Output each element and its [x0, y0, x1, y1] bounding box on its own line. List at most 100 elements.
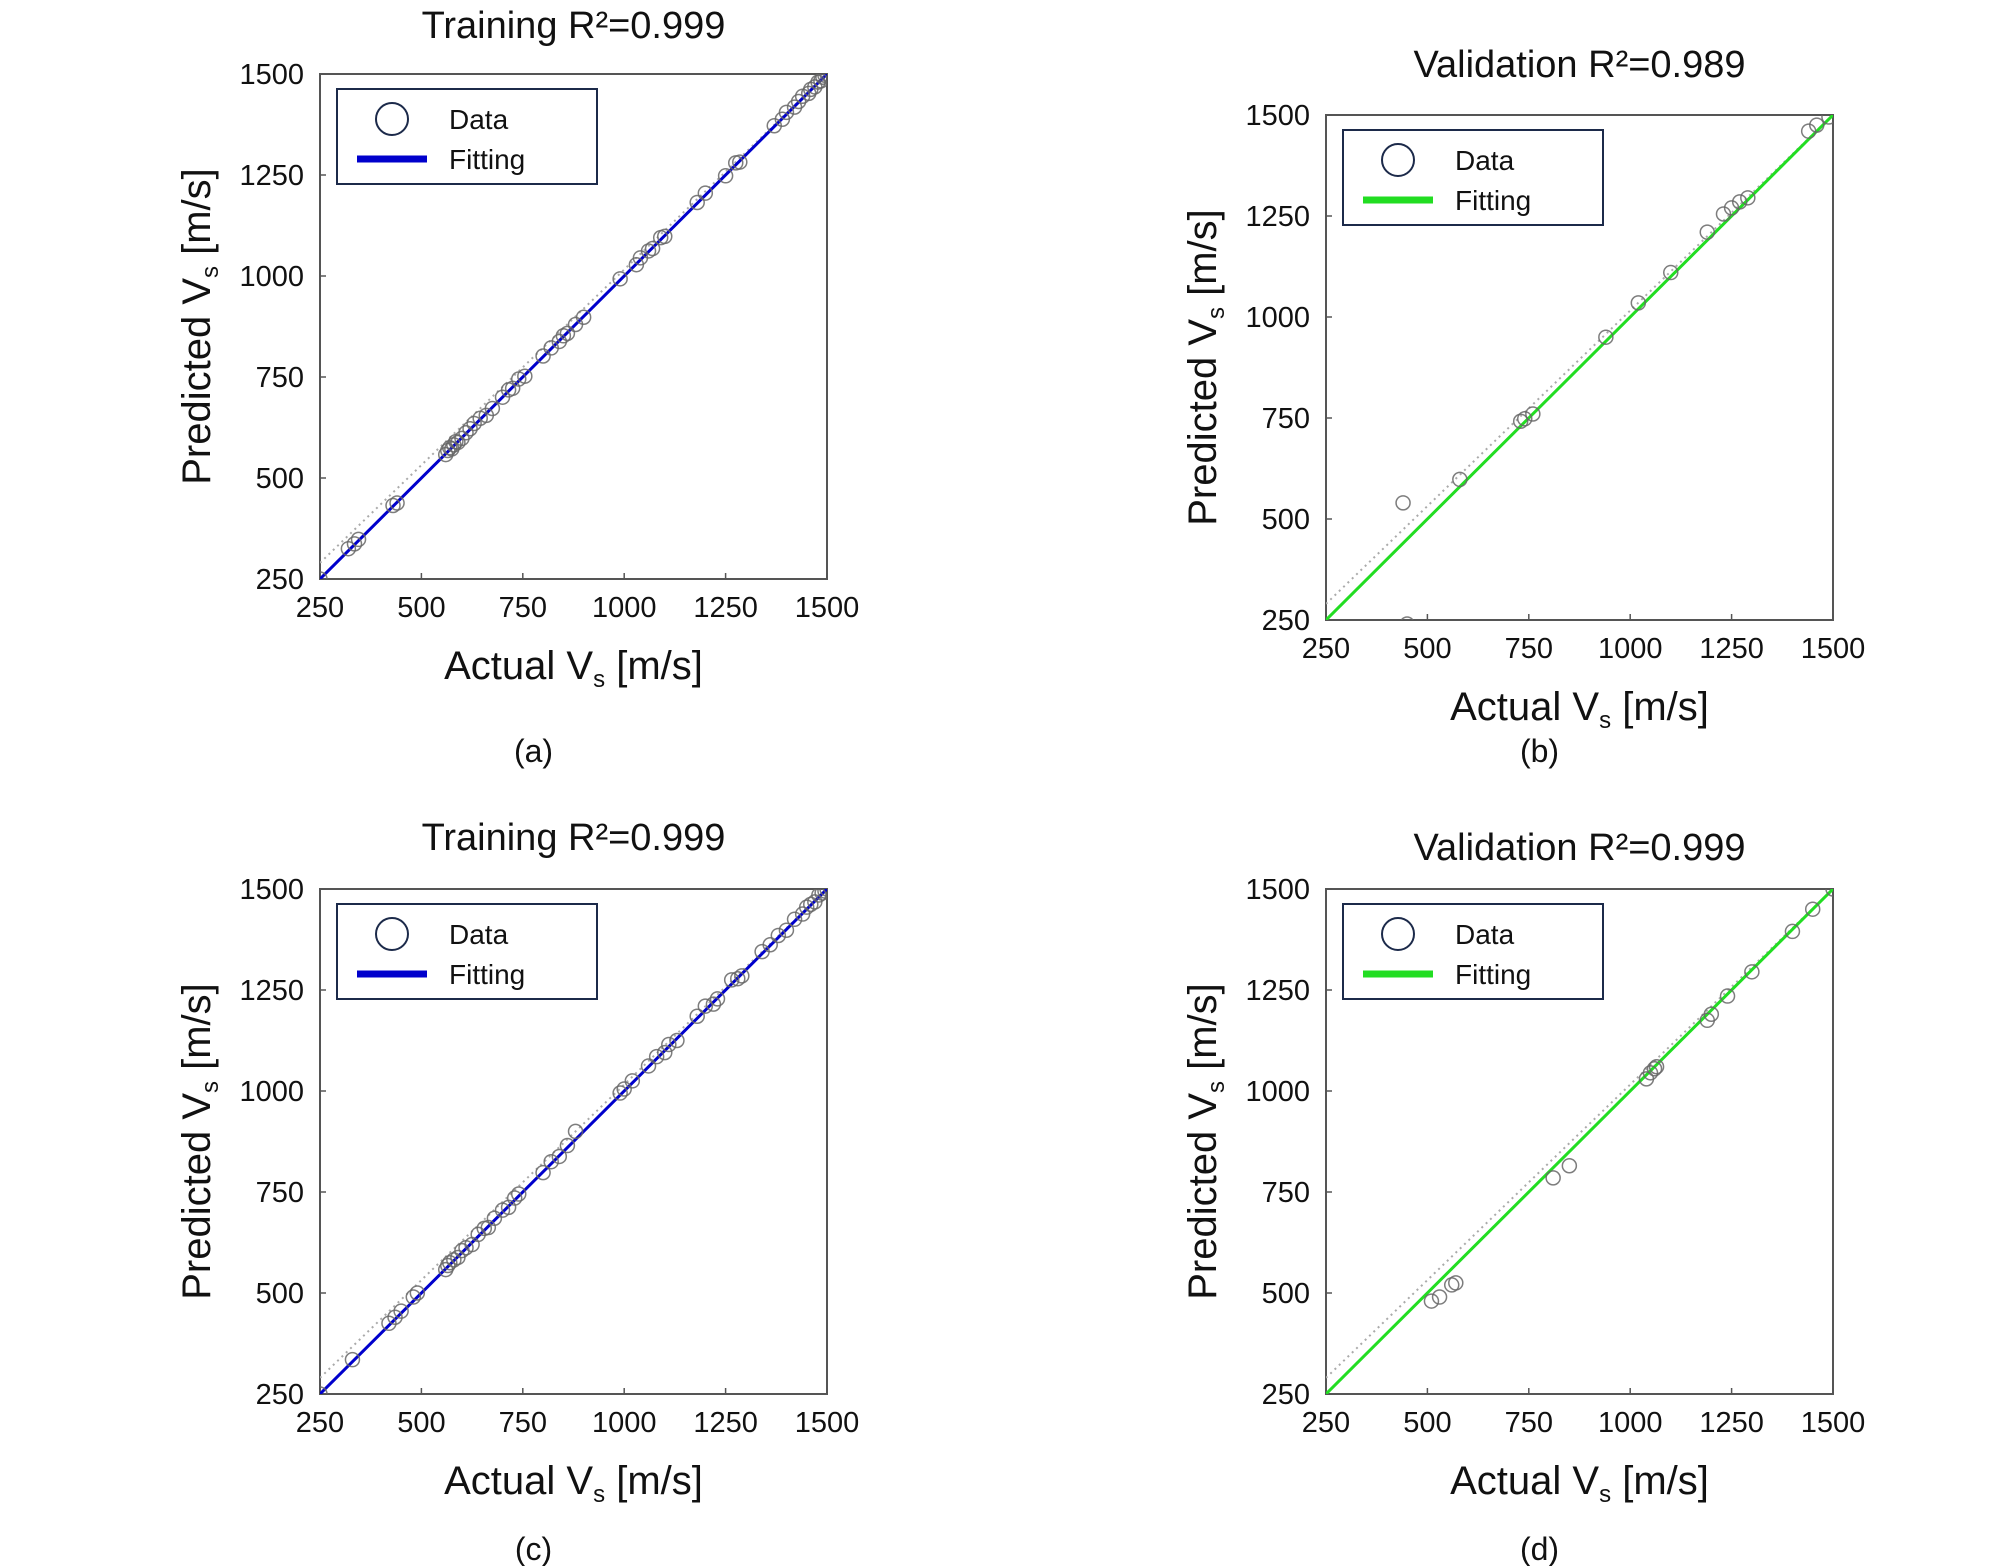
- y-axis-label: Predicted Vs [m/s]: [1181, 983, 1230, 1300]
- data-point: [814, 889, 827, 901]
- data-point: [1744, 964, 1760, 980]
- legend: Data Fitting: [1342, 903, 1604, 1000]
- legend-box: [336, 88, 598, 185]
- x-tick-label: 250: [296, 1407, 344, 1439]
- y-tick-label: 750: [1262, 1177, 1310, 1209]
- data-point: [811, 889, 827, 903]
- y-tick-label: 500: [256, 1278, 304, 1310]
- y-tick-label: 250: [1262, 605, 1310, 637]
- data-point: [462, 420, 478, 437]
- x-axis-label: Actual Vs [m/s]: [1450, 685, 1709, 734]
- data-point: [697, 998, 714, 1014]
- y-tick-label: 1500: [239, 59, 304, 91]
- data-point: [786, 911, 803, 928]
- data-point: [551, 1148, 568, 1165]
- y-tick-label: 750: [256, 362, 304, 394]
- y-axis-label: Predicted Vs [m/s]: [175, 983, 224, 1300]
- x-tick-label: 500: [1403, 1407, 1451, 1439]
- data-point: [575, 309, 592, 325]
- chart-panel-3: Training R²=0.999 250 500 750 1000 1250 1500 25…: [175, 817, 859, 1566]
- data-point: [813, 74, 827, 89]
- data-point: [778, 922, 795, 938]
- data-point: [717, 168, 734, 184]
- x-tick-label: 750: [1505, 1407, 1553, 1439]
- data-point: [1452, 471, 1468, 488]
- x-tick-label: 1500: [1801, 633, 1866, 665]
- data-point: [732, 154, 748, 170]
- legend-label-data: Data: [449, 919, 509, 950]
- data-point: [1648, 1059, 1665, 1075]
- data-point: [1809, 117, 1825, 133]
- legend-marker-data: [1381, 143, 1415, 177]
- x-tick-label: 500: [1403, 633, 1451, 665]
- chart-panel-1: Training R²=0.999 250 500 750 1000 1250 1500 25…: [175, 5, 859, 769]
- legend-marker-data: [375, 102, 409, 136]
- y-tick-label: 1000: [239, 1076, 304, 1108]
- data-point: [661, 1036, 677, 1053]
- y-tick-label: 1250: [1245, 975, 1310, 1007]
- data-point: [510, 1186, 527, 1202]
- data-point: [778, 104, 795, 121]
- data-point: [440, 1257, 456, 1274]
- data-point: [815, 74, 827, 85]
- x-tick-label: 1250: [693, 592, 758, 624]
- data-point: [1395, 495, 1411, 511]
- chart-title: Training R²=0.999: [422, 5, 726, 47]
- x-tick-label: 500: [397, 1407, 445, 1439]
- data-point: [1800, 123, 1817, 139]
- panel-label: (d): [1520, 1531, 1559, 1566]
- y-tick-label: 1000: [1245, 1076, 1310, 1108]
- data-point: [1731, 194, 1748, 210]
- data-point: [709, 991, 726, 1007]
- data-point: [723, 972, 740, 988]
- y-tick-label: 1250: [1245, 201, 1310, 233]
- data-point: [1784, 923, 1801, 940]
- legend-label-fitting: Fitting: [449, 144, 525, 175]
- data-point: [1630, 295, 1647, 311]
- legend-marker-data: [1381, 917, 1415, 951]
- data-point: [350, 531, 367, 548]
- chart-title: Training R²=0.999: [422, 817, 726, 859]
- legend: Data Fitting: [336, 88, 598, 185]
- y-tick-label: 1250: [239, 975, 304, 1007]
- x-tick-label: 1250: [1699, 633, 1764, 665]
- data-point: [559, 325, 576, 342]
- data-point: [612, 1085, 628, 1101]
- data-point: [1663, 264, 1679, 281]
- data-point: [790, 93, 807, 110]
- fit-line: [320, 74, 827, 579]
- data-point: [1804, 901, 1821, 917]
- data-point: [1740, 190, 1756, 206]
- x-tick-label: 1500: [1801, 1407, 1866, 1439]
- x-tick-label: 250: [1302, 1407, 1350, 1439]
- data-point: [689, 194, 705, 211]
- data-point: [705, 996, 722, 1012]
- data-point: [1561, 1157, 1578, 1174]
- data-point: [450, 434, 466, 451]
- x-tick-label: 1250: [1699, 1407, 1764, 1439]
- data-point: [1642, 1065, 1659, 1081]
- chart-panel-4: Validation R²=0.999 250 500 750 1000 1250 1500…: [1181, 827, 1865, 1566]
- data-point: [567, 1123, 584, 1140]
- data-point: [458, 425, 474, 441]
- data-point: [762, 937, 778, 953]
- data-point: [517, 368, 533, 384]
- data-point: [1703, 1006, 1720, 1022]
- legend-label-fitting: Fitting: [1455, 185, 1531, 216]
- y-tick-label: 500: [1262, 1278, 1310, 1310]
- panel-label: (c): [515, 1531, 552, 1566]
- legend-label-data: Data: [1455, 919, 1515, 950]
- data-point: [657, 1044, 673, 1061]
- data-point: [1715, 206, 1732, 222]
- data-point: [346, 536, 363, 552]
- data-point: [803, 896, 819, 913]
- x-tick-label: 1000: [1598, 1407, 1663, 1439]
- data-point: [559, 1137, 576, 1154]
- data-point: [689, 1008, 705, 1025]
- panel-label: (b): [1520, 733, 1559, 769]
- data-layer: [1326, 115, 1833, 620]
- data-point: [640, 243, 657, 259]
- x-tick-label: 1000: [592, 1407, 657, 1439]
- data-point: [817, 889, 827, 899]
- data-point: [405, 1289, 422, 1305]
